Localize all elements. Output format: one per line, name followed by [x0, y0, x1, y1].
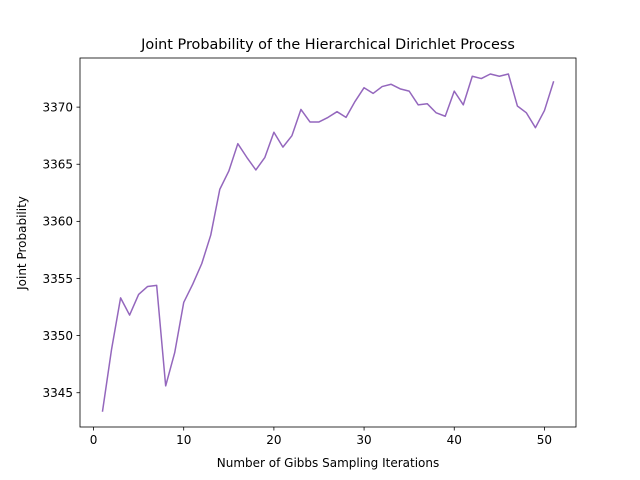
- x-tick-label: 50: [537, 433, 552, 447]
- plot-frame: [79, 57, 577, 428]
- y-axis-label: Joint Probability: [15, 196, 29, 291]
- series-line-0: [101, 73, 555, 412]
- plot-area: [79, 57, 577, 428]
- y-tick-label: 3345: [42, 386, 73, 400]
- chart-title: Joint Probability of the Hierarchical Di…: [140, 37, 515, 53]
- y-tick-label: 3370: [42, 100, 73, 114]
- x-axis-label: Number of Gibbs Sampling Iterations: [217, 456, 439, 470]
- x-tick-label: 0: [90, 433, 98, 447]
- x-tick-label: 30: [356, 433, 371, 447]
- y-axis: 3345 3350 3355 3360 3365 3370: [42, 100, 80, 400]
- y-tick-label: 3355: [42, 272, 73, 286]
- x-tick-label: 40: [447, 433, 462, 447]
- x-tick-label: 20: [266, 433, 281, 447]
- y-tick-label: 3365: [42, 158, 73, 172]
- x-axis: 0 10 20 30 40 50: [90, 427, 552, 447]
- y-tick-label: 3350: [42, 329, 73, 343]
- x-tick-label: 10: [176, 433, 191, 447]
- y-tick-label: 3360: [42, 215, 73, 229]
